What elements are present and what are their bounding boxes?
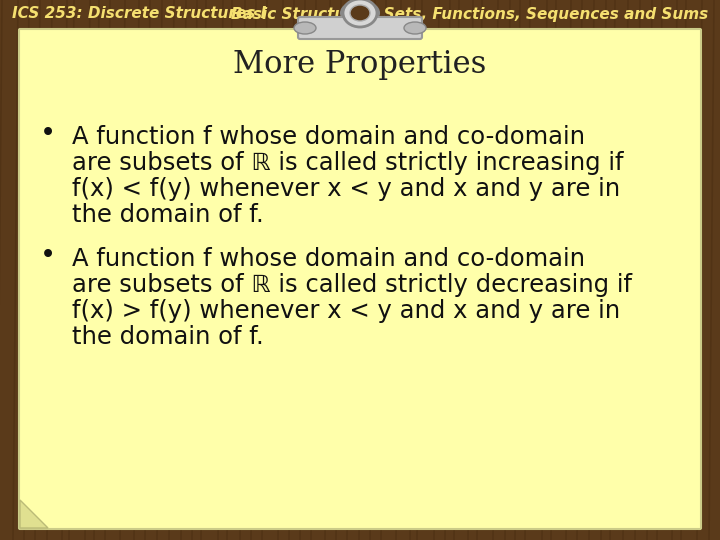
Text: 36: 36 — [348, 4, 372, 22]
Text: More Properties: More Properties — [233, 49, 487, 79]
Ellipse shape — [350, 5, 370, 21]
Ellipse shape — [341, 1, 379, 25]
Text: f(x) > f(y) whenever x < y and x and y are in: f(x) > f(y) whenever x < y and x and y a… — [72, 299, 620, 323]
FancyBboxPatch shape — [19, 29, 701, 529]
Text: the domain of f.: the domain of f. — [72, 203, 264, 227]
Text: Basic Structures: Sets, Functions, Sequences and Sums: Basic Structures: Sets, Functions, Seque… — [230, 6, 708, 22]
Text: f(x) < f(y) whenever x < y and x and y are in: f(x) < f(y) whenever x < y and x and y a… — [72, 177, 620, 201]
Text: •: • — [40, 121, 56, 147]
Text: ICS 253: Discrete Structures I: ICS 253: Discrete Structures I — [12, 6, 266, 22]
Ellipse shape — [343, 0, 377, 27]
Polygon shape — [20, 500, 48, 528]
FancyBboxPatch shape — [298, 17, 422, 39]
Ellipse shape — [404, 22, 426, 34]
Ellipse shape — [294, 22, 316, 34]
Text: are subsets of ℝ is called strictly decreasing if: are subsets of ℝ is called strictly decr… — [72, 273, 632, 297]
Text: A function f whose domain and co-domain: A function f whose domain and co-domain — [72, 125, 585, 149]
Text: A function f whose domain and co-domain: A function f whose domain and co-domain — [72, 247, 585, 271]
Text: the domain of f.: the domain of f. — [72, 325, 264, 349]
Text: are subsets of ℝ is called strictly increasing if: are subsets of ℝ is called strictly incr… — [72, 151, 624, 175]
Text: •: • — [40, 243, 56, 269]
